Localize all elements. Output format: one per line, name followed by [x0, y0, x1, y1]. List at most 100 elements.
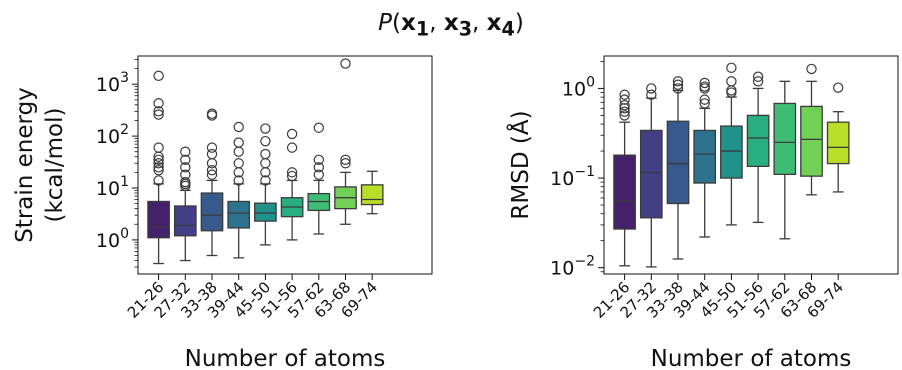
outlier-point [260, 175, 271, 186]
outlier-point [340, 58, 351, 69]
outlier-point [672, 76, 684, 87]
box-iqr [227, 200, 251, 229]
outlier-point [806, 63, 817, 75]
outlier-point [726, 76, 737, 87]
outlier-point [233, 121, 244, 133]
outlier-point [286, 170, 298, 182]
rmsd-x-axis-label: Number of atoms [651, 346, 852, 370]
strain-y-axis-label: Strain energy [12, 87, 38, 243]
outlier-point [153, 165, 164, 176]
strain-box-27-32 [173, 146, 197, 262]
outlier-point [699, 77, 710, 89]
outlier-point [153, 106, 164, 117]
y-tick-label: 10−2 [550, 254, 595, 280]
strain-y-axis-label: (kcal/mol) [42, 107, 68, 222]
strain-box-63-68 [334, 58, 357, 225]
rmsd-box-69-74 [826, 82, 850, 193]
outlier-point [153, 154, 164, 165]
strain-axes-frame [137, 55, 433, 275]
outlier-point [180, 146, 191, 157]
outlier-point [260, 167, 271, 178]
outlier-point [153, 109, 164, 120]
outlier-point [233, 167, 244, 178]
outlier-point [340, 154, 351, 165]
rmsd-box-27-32 [639, 83, 663, 268]
outlier-point [340, 158, 351, 169]
outlier-point [619, 99, 630, 111]
outlier-point [206, 142, 218, 153]
outlier-point [619, 89, 630, 100]
outlier-point [286, 167, 298, 178]
outlier-point [699, 98, 710, 109]
outlier-point [726, 85, 737, 96]
y-tick-label: 10−1 [550, 164, 595, 190]
outlier-point [260, 148, 271, 160]
outlier-point [153, 151, 164, 162]
box-iqr [746, 114, 770, 168]
outlier-point [286, 128, 298, 140]
box-iqr [200, 192, 224, 232]
outlier-point [260, 123, 271, 134]
rmsd-box-33-38 [666, 76, 690, 260]
strain-box-21-26 [147, 70, 170, 265]
outlier-point [619, 110, 630, 121]
y-tick-label: 102 [96, 122, 129, 148]
strain-box-33-38 [200, 108, 224, 257]
rmsd-axes-frame [603, 55, 899, 275]
outlier-point [233, 137, 244, 148]
box-iqr [147, 200, 170, 239]
rmsd-y-axis-label: RMSD (Å) [506, 110, 534, 219]
title-func: P [378, 10, 393, 36]
title-sep-1: , [429, 10, 444, 36]
title-sub-3: 3 [458, 17, 473, 41]
outlier-point [833, 82, 844, 93]
outlier-point [180, 154, 191, 165]
box-iqr [826, 121, 850, 165]
rmsd-chart: 10−210−110021-2627-3233-3839-4445-5051-5… [506, 55, 899, 370]
rmsd-box-57-62 [773, 80, 797, 240]
title-var-3: x [443, 10, 459, 36]
outlier-point [206, 158, 218, 169]
outlier-point [260, 158, 271, 169]
outlier-point [313, 169, 324, 180]
outlier-point [619, 106, 630, 117]
outlier-point [206, 148, 218, 160]
box-iqr [773, 102, 797, 175]
box-iqr [613, 154, 636, 230]
y-tick-label: 101 [96, 174, 129, 200]
outlier-point [672, 83, 684, 94]
title-open: ( [392, 10, 402, 36]
box-iqr [639, 129, 663, 219]
outlier-point [646, 89, 657, 100]
outlier-point [619, 103, 630, 114]
outlier-point [180, 180, 191, 192]
rmsd-box-39-44 [693, 77, 717, 238]
y-tick-label: 100 [96, 226, 129, 252]
box-iqr [360, 184, 384, 206]
outlier-point [206, 165, 218, 176]
rmsd-box-21-26 [613, 89, 636, 267]
figure-title: P(x1, x3, x4) [0, 10, 902, 41]
outlier-point [699, 83, 710, 94]
outlier-point [206, 110, 218, 121]
outlier-point [233, 158, 244, 169]
strain-chart: 10010110210321-2627-3233-3839-4445-5051-… [12, 55, 433, 370]
title-var-1: x [401, 10, 416, 36]
box-iqr [666, 120, 690, 205]
outlier-point [153, 98, 164, 109]
box-iqr [800, 105, 823, 177]
box-iqr [720, 125, 743, 179]
outlier-point [153, 162, 164, 173]
rmsd-box-45-50 [720, 62, 743, 226]
outlier-point [153, 175, 164, 186]
box-iqr [693, 129, 717, 184]
title-sub-1: 1 [415, 17, 430, 41]
outlier-point [260, 135, 271, 147]
outlier-point [206, 169, 218, 180]
outlier-point [233, 146, 244, 157]
box-iqr [254, 202, 277, 222]
outlier-point [286, 142, 298, 153]
strain-box-39-44 [227, 121, 251, 259]
outlier-point [313, 162, 324, 173]
